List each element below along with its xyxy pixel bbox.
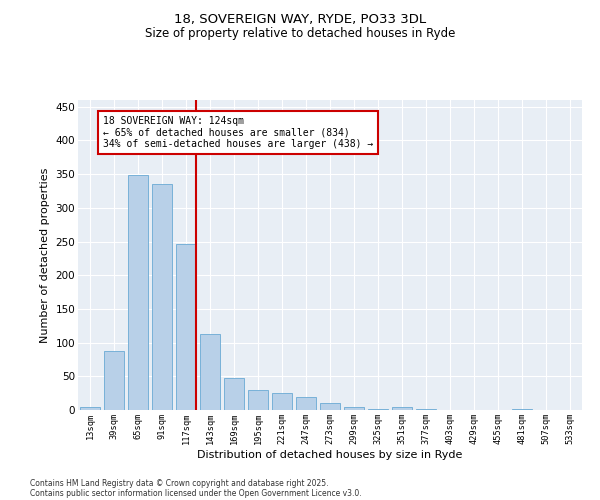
Y-axis label: Number of detached properties: Number of detached properties — [40, 168, 50, 342]
Text: Size of property relative to detached houses in Ryde: Size of property relative to detached ho… — [145, 28, 455, 40]
Text: 18, SOVEREIGN WAY, RYDE, PO33 3DL: 18, SOVEREIGN WAY, RYDE, PO33 3DL — [174, 12, 426, 26]
Bar — [272, 393, 292, 410]
Bar — [224, 378, 244, 410]
Text: Contains HM Land Registry data © Crown copyright and database right 2025.: Contains HM Land Registry data © Crown c… — [30, 478, 329, 488]
Bar — [248, 390, 268, 410]
Bar — [104, 352, 124, 410]
X-axis label: Distribution of detached houses by size in Ryde: Distribution of detached houses by size … — [197, 450, 463, 460]
Text: Contains public sector information licensed under the Open Government Licence v3: Contains public sector information licen… — [30, 488, 362, 498]
Bar — [200, 334, 220, 410]
Bar — [80, 406, 100, 410]
Bar — [296, 396, 316, 410]
Bar — [176, 244, 196, 410]
Bar — [128, 175, 148, 410]
Bar — [392, 408, 412, 410]
Bar — [320, 404, 340, 410]
Text: 18 SOVEREIGN WAY: 124sqm
← 65% of detached houses are smaller (834)
34% of semi-: 18 SOVEREIGN WAY: 124sqm ← 65% of detach… — [103, 116, 373, 148]
Bar — [344, 408, 364, 410]
Bar — [152, 184, 172, 410]
Bar — [368, 408, 388, 410]
